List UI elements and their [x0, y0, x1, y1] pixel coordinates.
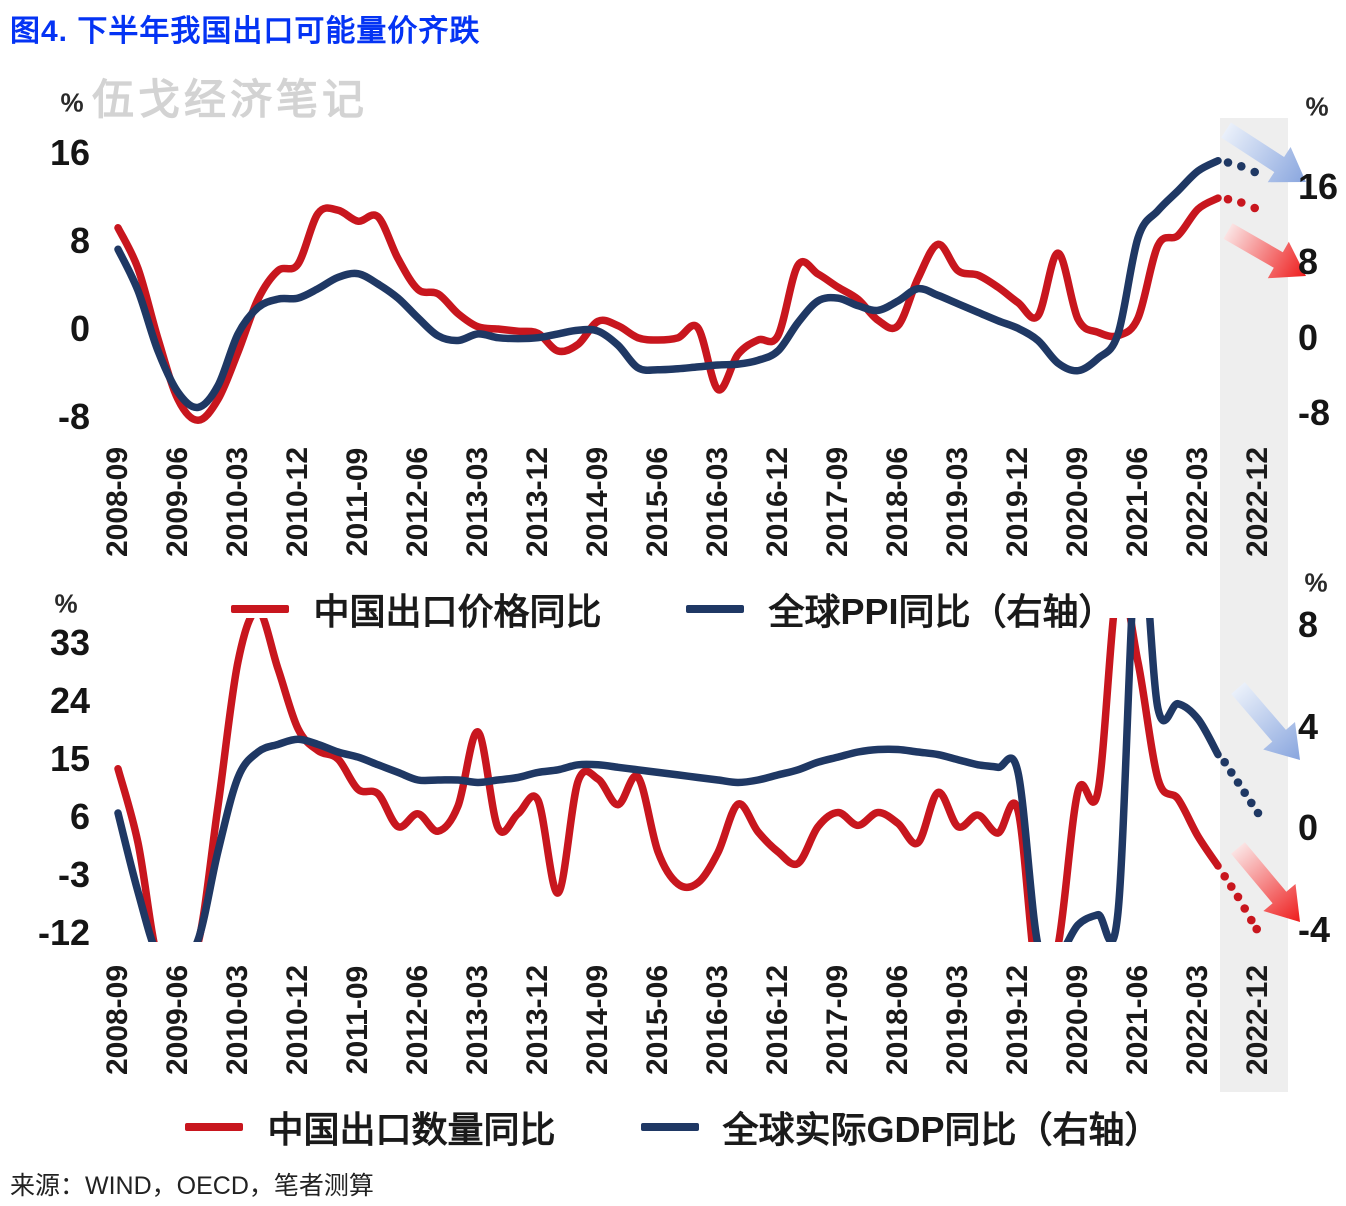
forecast-dot	[1252, 924, 1261, 934]
forecast-arrow-blue-icon	[1221, 122, 1306, 183]
series-line-0-0	[114, 194, 1222, 425]
series-line-0-1	[114, 156, 1222, 412]
forecast-dot	[1220, 757, 1229, 767]
forecast-dot	[1253, 808, 1263, 818]
forecast-arrow-blue-icon	[1231, 682, 1300, 760]
forecast-dot	[1250, 203, 1259, 213]
forecast-dot	[1237, 162, 1246, 171]
forecast-dot	[1247, 915, 1256, 925]
forecast-arrow-red-icon	[1231, 842, 1300, 922]
forecast-dot	[1233, 892, 1243, 902]
forecast-dot	[1227, 882, 1236, 891]
forecast-dot	[1240, 904, 1249, 913]
forecast-dot	[1247, 798, 1256, 808]
forecast-dot	[1223, 158, 1233, 167]
forecast-dot	[1220, 872, 1229, 881]
forecast-dot	[1233, 778, 1243, 787]
forecast-dot	[1227, 768, 1236, 777]
forecast-dot	[1250, 167, 1259, 177]
series-line-1-1	[114, 618, 1222, 942]
forecast-dot	[1240, 788, 1249, 797]
forecast-dot	[1223, 194, 1233, 204]
forecast-dot	[1237, 198, 1246, 207]
forecast-arrow-red-icon	[1223, 223, 1306, 279]
series-line-1-0	[114, 618, 1222, 942]
